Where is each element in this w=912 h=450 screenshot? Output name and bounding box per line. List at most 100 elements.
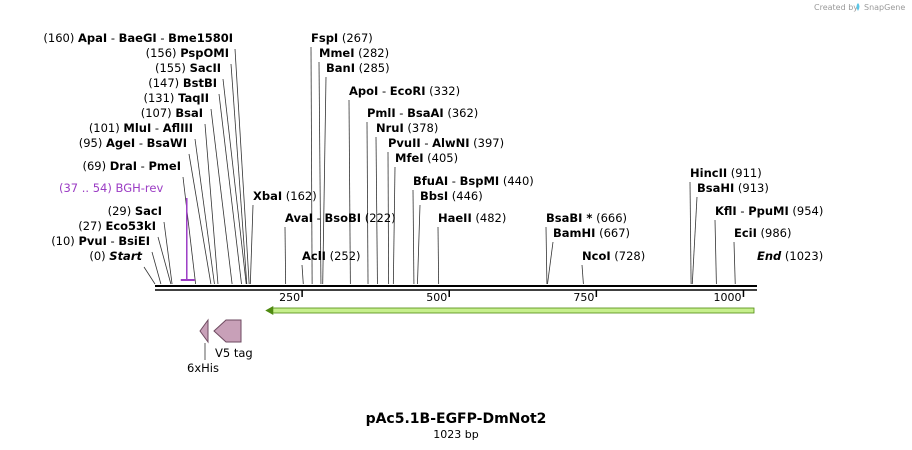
site-label[interactable]: BsaBI * (666) <box>546 211 627 225</box>
site-label[interactable]: MfeI (405) <box>395 151 458 165</box>
site-label[interactable]: (131) TaqII <box>143 91 209 105</box>
site-label[interactable]: (95) AgeI - BsaWI <box>79 136 187 150</box>
site-position: (107) <box>141 106 176 120</box>
site-label[interactable]: (0) Start <box>89 249 142 263</box>
name-separator: - <box>313 211 324 225</box>
primer-label[interactable]: (37 .. 54) BGH-rev <box>59 181 163 195</box>
site-position: (1023) <box>781 249 823 263</box>
site-position: (282) <box>355 46 390 60</box>
site-label[interactable]: ApoI - EcoRI (332) <box>349 84 460 98</box>
site-label[interactable]: BbsI (446) <box>420 189 483 203</box>
enzyme-name: NcoI <box>582 249 611 263</box>
enzyme-name: PvuI <box>78 234 106 248</box>
name-separator: - <box>378 84 389 98</box>
site-position: (131) <box>143 91 178 105</box>
name-separator: - <box>396 106 407 120</box>
site-label[interactable]: MmeI (282) <box>319 46 389 60</box>
name-separator: - <box>737 204 748 218</box>
site-label[interactable]: BamHI (667) <box>553 226 630 240</box>
site-label[interactable]: PmlI - BsaAI (362) <box>367 106 478 120</box>
enzyme-name: End <box>757 249 782 263</box>
site-label[interactable]: AvaI - BsoBI (222) <box>285 211 396 225</box>
site-label[interactable]: (101) MluI - AflIII <box>89 121 193 135</box>
site-line <box>412 189 415 285</box>
site-line <box>310 46 313 285</box>
site-position: (332) <box>426 84 461 98</box>
enzyme-name: AflIII <box>163 121 193 135</box>
site-label[interactable]: EciI (986) <box>734 226 792 240</box>
orf-arrow[interactable] <box>265 306 755 315</box>
site-label[interactable]: XbaI (162) <box>253 189 317 203</box>
feature-arrow[interactable] <box>199 318 209 344</box>
site-labels: (160) ApaI - BaeGI - Bme1580I(156) PspOM… <box>43 31 823 263</box>
site-label[interactable]: End (1023) <box>757 249 823 263</box>
site-position: (986) <box>757 226 792 240</box>
enzyme-name: SacII <box>190 61 221 75</box>
site-position: (397) <box>470 136 505 150</box>
enzyme-name: PmeI <box>149 159 182 173</box>
site-label[interactable]: (160) ApaI - BaeGI - Bme1580I <box>43 31 233 45</box>
site-label[interactable]: PvuII - AlwNI (397) <box>388 136 504 150</box>
site-label[interactable]: (10) PvuI - BsiEI <box>51 234 150 248</box>
enzyme-name: BsaBI * <box>546 211 592 225</box>
enzyme-name: PspOMI <box>180 46 229 60</box>
site-label[interactable]: HincII (911) <box>690 166 762 180</box>
enzyme-name: BsiEI <box>118 234 150 248</box>
site-line <box>392 166 396 285</box>
site-line <box>188 153 212 285</box>
site-label[interactable]: HaeII (482) <box>438 211 506 225</box>
enzyme-name: KflI <box>715 204 737 218</box>
enzyme-name: MmeI <box>319 46 355 60</box>
site-line <box>194 138 215 285</box>
site-position: (95) <box>79 136 106 150</box>
site-label[interactable]: (147) BstBI <box>148 76 217 90</box>
primer-range: (37 .. 54) <box>59 181 116 195</box>
site-line <box>301 264 304 285</box>
name-separator: - <box>151 121 162 135</box>
enzyme-name: BstBI <box>183 76 217 90</box>
feature-arrow[interactable] <box>213 319 242 343</box>
enzyme-name: BsaHI <box>697 181 734 195</box>
enzyme-name: XbaI <box>253 189 282 203</box>
site-label[interactable]: NruI (378) <box>376 121 438 135</box>
site-label[interactable]: BanI (285) <box>326 61 390 75</box>
enzyme-name: BsoBI <box>325 211 362 225</box>
site-line <box>689 181 692 285</box>
enzyme-name: BbsI <box>420 189 448 203</box>
site-label[interactable]: (27) Eco53kI <box>78 219 156 233</box>
site-label[interactable]: BsaHI (913) <box>697 181 769 195</box>
site-label[interactable]: (69) DraI - PmeI <box>83 159 182 173</box>
site-line <box>691 196 698 285</box>
site-label[interactable]: NcoI (728) <box>582 249 645 263</box>
feature-label: V5 tag <box>215 346 253 360</box>
site-label[interactable]: KflI - PpuMI (954) <box>715 204 823 218</box>
site-label[interactable]: (156) PspOMI <box>146 46 229 60</box>
site-label[interactable]: FspI (267) <box>311 31 373 45</box>
enzyme-name: BsaAI <box>407 106 444 120</box>
site-line <box>284 226 287 285</box>
enzyme-name: NruI <box>376 121 404 135</box>
site-label[interactable]: (155) SacII <box>155 61 221 75</box>
site-line <box>348 99 351 285</box>
site-label[interactable]: (29) SacI <box>108 204 162 218</box>
site-position: (667) <box>595 226 630 240</box>
enzyme-name: AclI <box>302 249 326 263</box>
primer-name: BGH-rev <box>116 181 164 195</box>
site-label[interactable]: AclI (252) <box>302 249 361 263</box>
enzyme-name: HaeII <box>438 211 472 225</box>
enzyme-name: PpuMI <box>748 204 789 218</box>
site-position: (0) <box>89 249 109 263</box>
site-line <box>437 226 440 285</box>
orf-arrowhead <box>265 306 274 315</box>
site-label[interactable]: (107) BsaI <box>141 106 203 120</box>
map-title: pAc5.1B-EGFP-DmNot2 <box>366 411 547 427</box>
site-position: (954) <box>789 204 824 218</box>
site-label[interactable]: BfuAI - BspMI (440) <box>413 174 534 188</box>
enzyme-name: MfeI <box>395 151 424 165</box>
site-line <box>547 241 554 285</box>
enzyme-name: Start <box>109 249 142 263</box>
name-separator: - <box>135 136 146 150</box>
enzyme-name: TaqII <box>178 91 209 105</box>
